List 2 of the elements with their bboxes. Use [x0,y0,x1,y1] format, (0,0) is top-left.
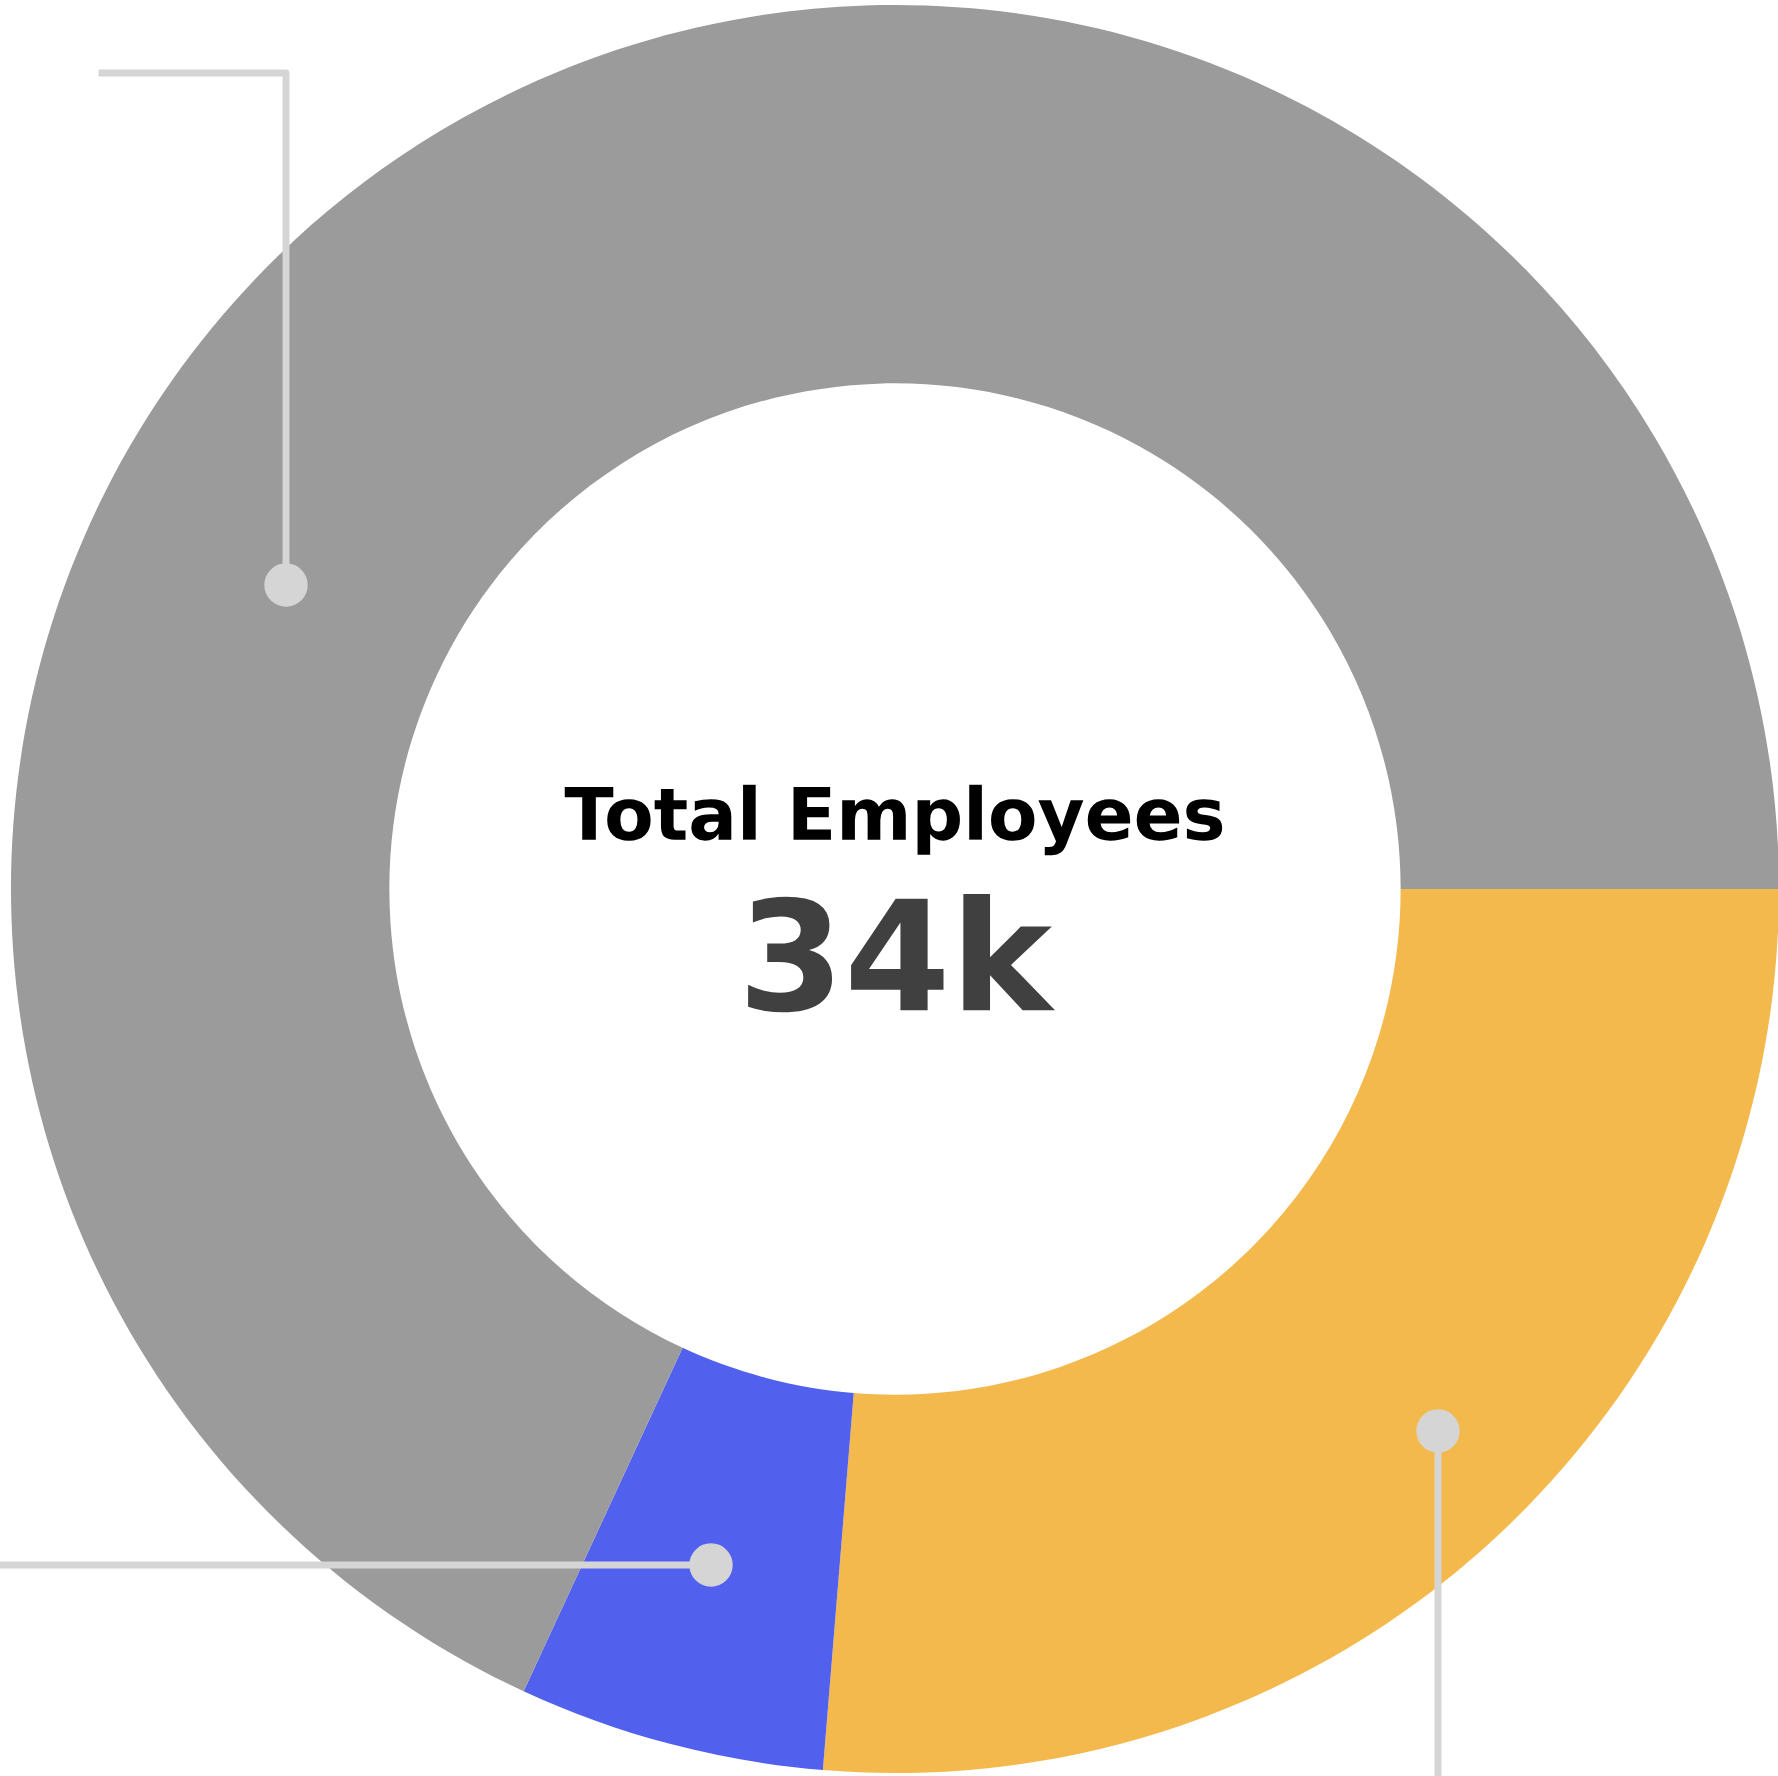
text: Total Employees [564,784,1223,856]
text: 34k [748,894,1056,1013]
